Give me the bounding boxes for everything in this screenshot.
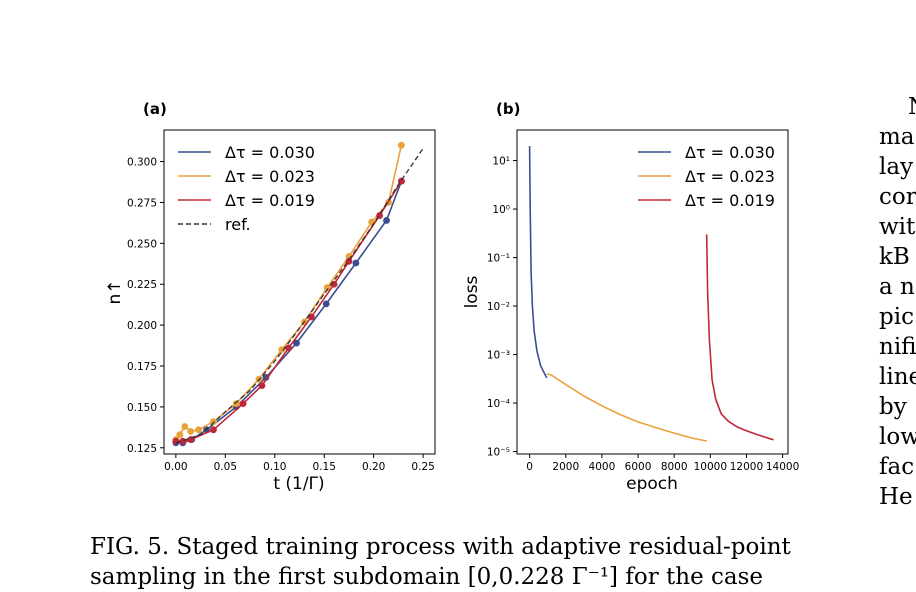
series-line <box>175 145 403 441</box>
panel-a-frame <box>163 129 436 455</box>
side-text-line: nifi <box>879 334 916 360</box>
legend-label: Δτ = 0.019 <box>225 191 315 210</box>
panel-a-xlabel: t (1/Γ) <box>273 474 324 494</box>
x-tick-label: 0.25 <box>411 461 434 473</box>
y-tick-label: 10⁻³ <box>487 350 510 362</box>
figure-caption: FIG. 5. Staged training process with ada… <box>90 532 830 592</box>
y-tick-label: 0.125 <box>127 443 157 455</box>
y-tick-label: 0.150 <box>127 402 157 414</box>
x-tick-label: 14000 <box>766 461 799 473</box>
data-point <box>352 259 360 267</box>
side-text-line: fac <box>879 454 915 480</box>
series-line <box>546 373 707 442</box>
y-tick-label: 10⁻⁵ <box>487 447 510 459</box>
x-tick-label: 12000 <box>730 461 763 473</box>
data-point <box>210 426 217 434</box>
x-tick-label: 0.05 <box>214 461 237 473</box>
y-tick-label: 10⁻² <box>487 301 510 313</box>
side-text-line: cor <box>879 184 916 210</box>
caption-line-2: sampling in the first subdomain [0,0.228… <box>90 564 763 590</box>
data-point <box>258 382 266 390</box>
side-text-line: a n <box>879 274 915 300</box>
data-point <box>239 400 247 408</box>
side-text-line: line <box>879 364 916 390</box>
data-point <box>232 400 240 408</box>
y-tick-label: 10⁰ <box>492 204 510 216</box>
series-line <box>175 180 403 443</box>
y-tick-label: 0.175 <box>127 361 157 373</box>
x-tick-label: 0.15 <box>313 461 336 473</box>
panel-b-ylabel: loss <box>462 275 482 308</box>
legend-label: Δτ = 0.019 <box>685 191 775 210</box>
y-tick-label: 0.200 <box>127 320 157 332</box>
side-text-line: low <box>879 424 916 450</box>
data-point <box>397 141 405 149</box>
data-point <box>172 437 180 445</box>
x-tick-label: 2000 <box>552 461 579 473</box>
panel-a-label: (a) <box>143 100 167 118</box>
x-tick-label: 0 <box>526 461 533 473</box>
y-tick-label: 0.250 <box>127 238 157 250</box>
data-point <box>262 374 270 381</box>
legend-label: Δτ = 0.023 <box>685 167 775 186</box>
data-point <box>278 346 286 354</box>
x-tick-label: 10000 <box>694 461 727 473</box>
side-text-line: wit <box>879 214 916 240</box>
y-tick-label: 0.225 <box>127 279 157 291</box>
panel-b-frame <box>516 129 789 455</box>
side-text-line: He <box>879 484 913 510</box>
legend-label: Δτ = 0.023 <box>225 167 315 186</box>
legend-label: Δτ = 0.030 <box>685 143 775 162</box>
panel-b-label: (b) <box>496 100 520 118</box>
panel-a: (a) 0.00 0.05 0.10 0.15 0.20 0.25 0.125 0.150 0.… <box>105 100 436 494</box>
side-text-line: N <box>879 92 916 122</box>
data-point <box>181 423 189 430</box>
legend-label: Δτ = 0.030 <box>225 143 315 162</box>
data-point <box>187 428 195 435</box>
x-tick-label: 0.00 <box>164 461 187 473</box>
data-point <box>323 284 331 291</box>
y-tick-label: 10⁻¹ <box>487 253 510 265</box>
caption-line-1: FIG. 5. Staged training process with ada… <box>90 534 791 560</box>
x-tick-label: 8000 <box>661 461 688 473</box>
side-text-line: by <box>879 394 907 420</box>
y-tick-label: 0.300 <box>127 157 157 169</box>
panel-b-xlabel: epoch <box>626 474 678 494</box>
series-line <box>705 234 774 441</box>
data-point <box>322 300 330 308</box>
legend-label: ref. <box>225 215 251 234</box>
y-tick-label: 10¹ <box>492 156 510 168</box>
data-point <box>293 339 300 347</box>
data-point <box>176 431 184 439</box>
panel-b-legend: Δτ = 0.030 Δτ = 0.023 Δτ = 0.019 <box>638 143 775 210</box>
x-tick-label: 0.20 <box>362 461 385 473</box>
y-tick-label: 0.275 <box>127 197 157 209</box>
panel-a-ylabel: n↑ <box>105 279 125 304</box>
x-tick-label: 0.10 <box>263 461 286 473</box>
series-line <box>175 180 403 444</box>
series-line <box>175 148 424 444</box>
series-line <box>528 145 548 379</box>
panel-a-legend: Δτ = 0.030 Δτ = 0.023 Δτ = 0.019 ref. <box>178 143 315 234</box>
data-point <box>285 344 293 352</box>
y-tick-label: 10⁻⁴ <box>487 398 510 410</box>
side-text-line: pic <box>879 304 914 330</box>
data-point <box>195 426 203 434</box>
x-tick-label: 4000 <box>589 461 616 473</box>
side-text-line: ma <box>879 124 915 150</box>
x-tick-label: 6000 <box>625 461 652 473</box>
data-point <box>210 418 217 426</box>
data-point <box>383 217 390 224</box>
side-text-line: kB <box>879 244 910 270</box>
side-text-line: lay <box>879 154 914 180</box>
adjacent-column-text: Nma lay cor wit kB a n pic nifi line by low fac He <box>879 92 916 512</box>
panel-b: (b) 0 2000 4000 6000 8000 10000 12000 14000 10⁻⁵… <box>462 100 799 494</box>
